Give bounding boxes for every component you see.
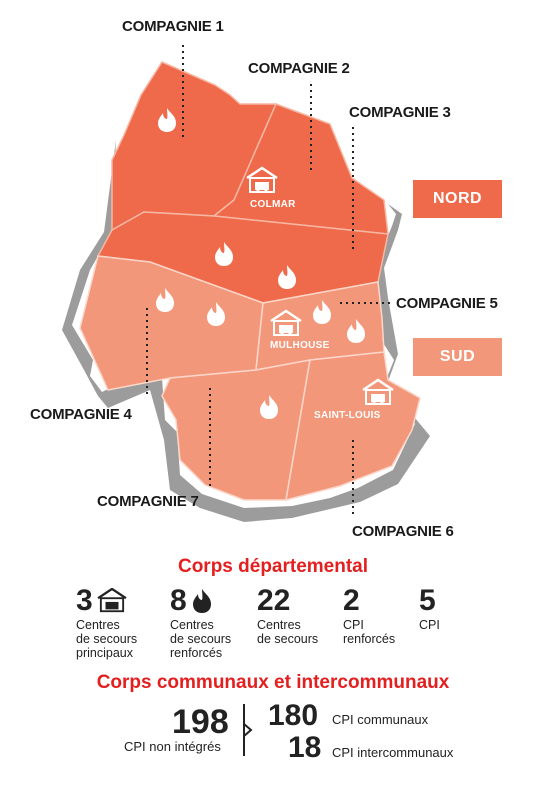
stat-label: Centres [76, 618, 120, 632]
zone-sud-badge: SUD [413, 338, 502, 376]
fire-station-icon [97, 588, 127, 613]
stat-label: renforcés [343, 632, 396, 646]
city-colmar: COLMAR [250, 199, 296, 210]
cpi-non-integres-value: 198 [172, 703, 229, 741]
stat-label: de secours [76, 632, 138, 646]
cpi-intercommunaux-label: CPI intercommunaux [332, 745, 454, 760]
label-compagnie-4: COMPAGNIE 4 [30, 406, 132, 423]
stat-label: principaux [76, 646, 133, 660]
stat-label: renforcés [170, 646, 223, 660]
stat-centres-renforces: 8 Centres de secours renforcés [170, 584, 232, 661]
stat-label: de secours [170, 632, 232, 646]
split-bracket [243, 704, 253, 756]
cpi-non-integres-label: CPI non intégrés [124, 739, 221, 754]
stat-cpi: 5 CPI [419, 584, 440, 633]
stat-label: Centres [170, 618, 214, 632]
corps-communaux-title: Corps communaux et intercommunaux [96, 672, 450, 693]
cpi-intercommunaux-value: 18 [288, 731, 322, 764]
stat-label: de secours [257, 632, 319, 646]
map-relief [62, 140, 430, 522]
label-compagnie-2: COMPAGNIE 2 [248, 60, 350, 77]
city-saint-louis: SAINT-LOUIS [314, 410, 381, 421]
label-compagnie-5: COMPAGNIE 5 [396, 295, 498, 312]
region-compagnie-2 [212, 103, 389, 235]
stat-label: CPI [419, 618, 440, 632]
flame-icon [192, 589, 211, 613]
stat-label: CPI [343, 618, 364, 632]
region-compagnie-7 [161, 359, 311, 501]
label-compagnie-3: COMPAGNIE 3 [349, 104, 451, 121]
stat-value: 3 [76, 584, 93, 617]
label-compagnie-1: COMPAGNIE 1 [122, 18, 224, 35]
label-compagnie-7: COMPAGNIE 7 [97, 493, 199, 510]
stat-cpi-renforces: 2 CPI renforcés [343, 584, 396, 647]
stat-centres-principaux: 3 Centres de secours principaux [76, 584, 138, 661]
stat-value: 2 [343, 584, 360, 617]
stat-value: 5 [419, 584, 436, 617]
stat-label: Centres [257, 618, 301, 632]
cpi-communaux-label: CPI communaux [332, 712, 429, 727]
zone-nord-badge: NORD [413, 180, 502, 218]
stat-centres-secours: 22 Centres de secours [257, 584, 319, 647]
city-mulhouse: MULHOUSE [270, 340, 330, 351]
stat-value: 22 [257, 584, 291, 617]
cpi-communaux-value: 180 [268, 699, 319, 732]
stat-value: 8 [170, 584, 187, 617]
label-compagnie-6: COMPAGNIE 6 [352, 523, 454, 540]
department-map [62, 45, 430, 522]
corps-departemental-title: Corps départemental [177, 556, 369, 577]
